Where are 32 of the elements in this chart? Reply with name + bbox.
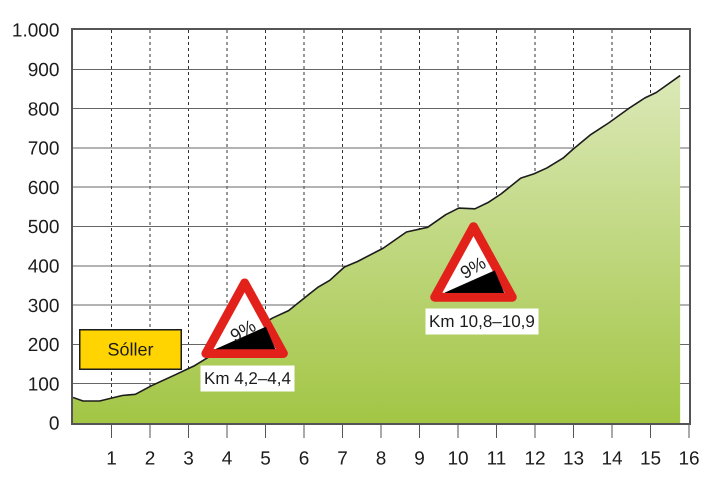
y-tick-label: 900 [28, 60, 60, 81]
y-tick-label: 1.000 [12, 20, 60, 42]
x-tick-label: 3 [183, 448, 194, 470]
x-tick-label: 14 [601, 448, 623, 470]
x-tick-label: 9 [414, 448, 425, 470]
annotation: Km 10,8–10,9 [429, 312, 535, 331]
y-tick-label: 0 [48, 414, 60, 435]
x-tick-label: 11 [486, 448, 506, 470]
y-tick-label: 600 [28, 178, 60, 199]
x-tick-label: 10 [447, 448, 469, 470]
y-tick-label: 300 [28, 296, 60, 317]
x-tick-label: 13 [562, 448, 584, 470]
x-tick-label: 1 [106, 448, 117, 470]
x-tick-label: 16 [678, 448, 700, 470]
x-tick-label: 7 [337, 448, 348, 470]
annotation: Sóller [107, 340, 154, 360]
y-tick-label: 700 [28, 138, 60, 160]
y-tick-label: 500 [28, 217, 60, 238]
y-tick-label: 200 [28, 335, 60, 356]
x-tick-label: 8 [376, 448, 386, 470]
x-tick-label: 4 [222, 448, 233, 470]
x-tick-label: 6 [298, 448, 310, 470]
annotation: Km 4,2–4,4 [204, 369, 291, 388]
x-tick-label: 2 [144, 448, 156, 470]
y-tick-label: 100 [28, 374, 60, 396]
annotation: 9% [456, 252, 490, 284]
x-tick-label: 15 [640, 448, 662, 470]
y-tick-label: 800 [28, 99, 60, 120]
annotation: 9% [226, 316, 260, 346]
x-tick-label: 12 [524, 448, 546, 470]
x-tick-label: 5 [260, 448, 271, 470]
y-tick-label: 400 [28, 256, 60, 278]
